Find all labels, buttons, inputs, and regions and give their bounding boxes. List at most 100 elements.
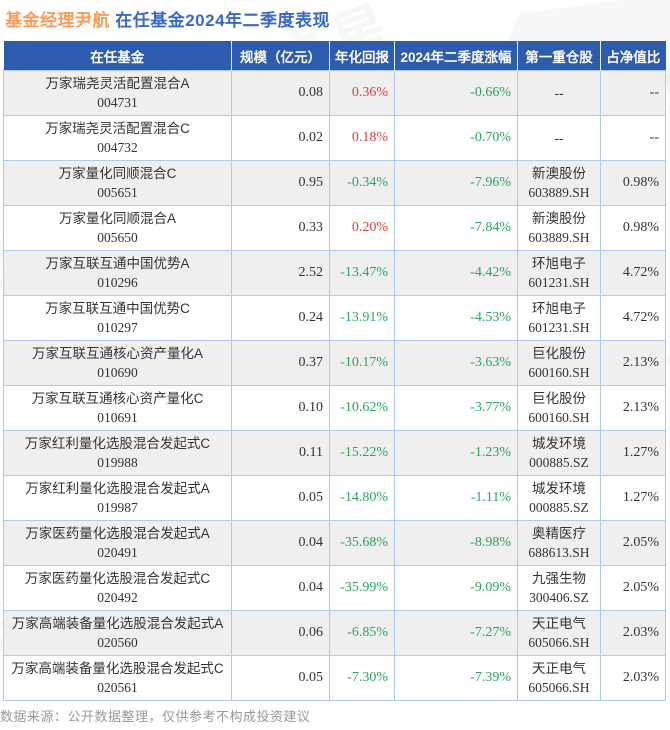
table-header: 在任基金 规模（亿元） 年化回报 2024年二季度涨幅 第一重仓股 占净值比 xyxy=(3,41,666,71)
cell-annual-return: -0.34% xyxy=(329,160,395,206)
table-row: 万家互联互通中国优势C 010297 0.24 -13.91% -4.53% 环… xyxy=(3,295,666,341)
cell-net-ratio: 2.05% xyxy=(600,565,666,611)
fund-code: 019988 xyxy=(97,455,138,470)
cell-top-holding: -- xyxy=(517,70,601,116)
holding-code: 688613.SH xyxy=(528,545,590,560)
holding-code: 300406.SZ xyxy=(529,590,589,605)
cell-net-ratio: 2.03% xyxy=(600,655,666,701)
cell-annual-return: -35.68% xyxy=(329,520,395,566)
holding-code: 601231.SH xyxy=(528,275,590,290)
table-row: 万家瑞尧灵活配置混合A 004731 0.08 0.36% -0.66% -- … xyxy=(3,70,666,116)
cell-top-holding: 巨化股份 600160.SH xyxy=(517,340,601,386)
table-row: 万家瑞尧灵活配置混合C 004732 0.02 0.18% -0.70% -- … xyxy=(3,115,666,161)
cell-annual-return: -10.62% xyxy=(329,385,395,431)
fund-name: 万家瑞尧灵活配置混合A xyxy=(45,76,190,91)
cell-fund-name: 万家医药量化选股混合发起式A 020491 xyxy=(3,520,232,566)
fund-code: 020492 xyxy=(97,590,138,605)
cell-scale: 0.04 xyxy=(231,520,330,566)
holding-code: 601231.SH xyxy=(528,320,590,335)
fund-table-body: 万家瑞尧灵活配置混合A 004731 0.08 0.36% -0.66% -- … xyxy=(3,70,666,701)
fund-performance-table: 在任基金 规模（亿元） 年化回报 2024年二季度涨幅 第一重仓股 占净值比 万… xyxy=(3,41,666,701)
fund-code: 020491 xyxy=(97,545,138,560)
table-row: 万家高端装备量化选股混合发起式A 020560 0.06 -6.85% -7.2… xyxy=(3,610,666,656)
cell-scale: 0.06 xyxy=(231,610,330,656)
holding-code: 605066.SH xyxy=(528,635,590,650)
cell-top-holding: 新澳股份 603889.SH xyxy=(517,205,601,251)
table-row: 万家互联互通中国优势A 010296 2.52 -13.47% -4.42% 环… xyxy=(3,250,666,296)
fund-name: 万家量化同顺混合A xyxy=(58,211,176,226)
cell-fund-name: 万家互联互通中国优势C 010297 xyxy=(3,295,232,341)
cell-fund-name: 万家高端装备量化选股混合发起式C 020561 xyxy=(3,655,232,701)
cell-scale: 0.04 xyxy=(231,565,330,611)
fund-name: 万家互联互通中国优势A xyxy=(45,256,190,271)
manager-name: 基金经理尹航 xyxy=(5,11,110,30)
fund-code: 010297 xyxy=(97,320,138,335)
cell-fund-name: 万家互联互通中国优势A 010296 xyxy=(3,250,232,296)
fund-code: 010296 xyxy=(97,275,138,290)
cell-scale: 0.02 xyxy=(231,115,330,161)
cell-top-holding: -- xyxy=(517,115,601,161)
holding-name: -- xyxy=(554,130,564,146)
cell-net-ratio: -- xyxy=(600,70,666,116)
fund-code: 020561 xyxy=(97,680,138,695)
cell-net-ratio: 2.03% xyxy=(600,610,666,656)
cell-annual-return: -6.85% xyxy=(329,610,395,656)
cell-net-ratio: 4.72% xyxy=(600,295,666,341)
header-q2-change: 2024年二季度涨幅 xyxy=(394,41,518,71)
holding-name: 巨化股份 xyxy=(532,346,586,361)
cell-annual-return: 0.18% xyxy=(329,115,395,161)
report-subtitle: 在任基金2024年二季度表现 xyxy=(110,11,331,30)
fund-name: 万家高端装备量化选股混合发起式C xyxy=(11,661,224,676)
cell-net-ratio: 4.72% xyxy=(600,250,666,296)
cell-net-ratio: 2.13% xyxy=(600,385,666,431)
holding-code: 603889.SH xyxy=(528,185,590,200)
cell-q2-change: -7.96% xyxy=(394,160,518,206)
cell-net-ratio: 1.27% xyxy=(600,430,666,476)
fund-code: 005651 xyxy=(97,185,138,200)
fund-name: 万家红利量化选股混合发起式C xyxy=(24,436,211,451)
cell-fund-name: 万家量化同顺混合A 005650 xyxy=(3,205,232,251)
cell-net-ratio: 2.05% xyxy=(600,520,666,566)
cell-annual-return: -10.17% xyxy=(329,340,395,386)
holding-name: 九强生物 xyxy=(532,571,586,586)
holding-name: -- xyxy=(554,85,564,101)
cell-q2-change: -9.09% xyxy=(394,565,518,611)
cell-q2-change: -1.23% xyxy=(394,430,518,476)
fund-code: 019987 xyxy=(97,500,138,515)
cell-fund-name: 万家量化同顺混合C 005651 xyxy=(3,160,232,206)
cell-top-holding: 巨化股份 600160.SH xyxy=(517,385,601,431)
table-row: 万家红利量化选股混合发起式A 019987 0.05 -14.80% -1.11… xyxy=(3,475,666,521)
holding-code: 603889.SH xyxy=(528,230,590,245)
cell-q2-change: -1.11% xyxy=(394,475,518,521)
table-header-row: 在任基金 规模（亿元） 年化回报 2024年二季度涨幅 第一重仓股 占净值比 xyxy=(3,41,666,71)
cell-scale: 0.05 xyxy=(231,475,330,521)
holding-code: 000885.SZ xyxy=(529,500,589,515)
header-scale: 规模（亿元） xyxy=(231,41,330,71)
table-row: 万家红利量化选股混合发起式C 019988 0.11 -15.22% -1.23… xyxy=(3,430,666,476)
fund-name: 万家互联互通中国优势C xyxy=(45,301,190,316)
cell-scale: 0.11 xyxy=(231,430,330,476)
cell-annual-return: 0.36% xyxy=(329,70,395,116)
fund-name: 万家医药量化选股混合发起式A xyxy=(25,526,210,541)
holding-name: 巨化股份 xyxy=(532,391,586,406)
table-row: 万家医药量化选股混合发起式C 020492 0.04 -35.99% -9.09… xyxy=(3,565,666,611)
holding-name: 新澳股份 xyxy=(532,211,586,226)
cell-top-holding: 城发环境 000885.SZ xyxy=(517,430,601,476)
cell-q2-change: -0.66% xyxy=(394,70,518,116)
holding-name: 新澳股份 xyxy=(532,166,586,181)
cell-scale: 0.95 xyxy=(231,160,330,206)
header-top-holding: 第一重仓股 xyxy=(517,41,601,71)
cell-annual-return: -35.99% xyxy=(329,565,395,611)
cell-scale: 2.52 xyxy=(231,250,330,296)
fund-name: 万家高端装备量化选股混合发起式A xyxy=(11,616,224,631)
fund-name: 万家医药量化选股混合发起式C xyxy=(24,571,211,586)
table-row: 万家互联互通核心资产量化C 010691 0.10 -10.62% -3.77%… xyxy=(3,385,666,431)
cell-fund-name: 万家红利量化选股混合发起式C 019988 xyxy=(3,430,232,476)
cell-scale: 0.24 xyxy=(231,295,330,341)
cell-q2-change: -3.77% xyxy=(394,385,518,431)
cell-q2-change: -8.98% xyxy=(394,520,518,566)
cell-net-ratio: 0.98% xyxy=(600,205,666,251)
fund-name: 万家量化同顺混合C xyxy=(58,166,177,181)
fund-name: 万家瑞尧灵活配置混合C xyxy=(45,121,190,136)
holding-name: 城发环境 xyxy=(532,436,586,451)
